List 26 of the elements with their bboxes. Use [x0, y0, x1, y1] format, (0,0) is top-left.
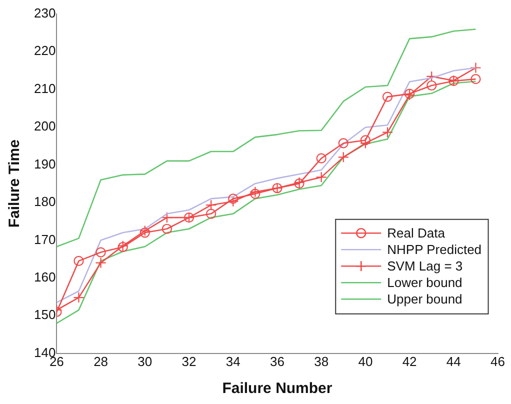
x-tick-label: 30	[138, 354, 152, 369]
y-tick-label: 160	[34, 270, 56, 285]
x-tick-label: 28	[94, 354, 108, 369]
x-tick-label: 44	[446, 354, 461, 369]
x-axis-title: Failure Number	[222, 380, 332, 398]
legend-label: Upper bound	[387, 292, 462, 307]
x-tick-label: 38	[314, 354, 329, 369]
x-tick-label: 36	[270, 354, 284, 369]
y-tick-label: 170	[34, 232, 56, 247]
legend-label: SVM Lag = 3	[387, 258, 463, 274]
legend-label: Real Data	[387, 226, 446, 241]
x-tick-label: 34	[226, 354, 240, 369]
legend-label: Lower bound	[387, 275, 462, 290]
y-tick-label: 180	[34, 194, 56, 210]
x-tick-label: 42	[402, 354, 417, 369]
y-axis-title: Failure Time	[6, 140, 24, 228]
x-tick-label: 46	[490, 354, 506, 369]
y-tick-label: 190	[34, 156, 56, 172]
x-tick-label: 32	[182, 354, 196, 369]
y-tick-label: 150	[34, 307, 56, 322]
legend-label: NHPP Predicted	[387, 242, 482, 258]
y-tick-label: 230	[34, 5, 56, 20]
y-tick-label: 200	[34, 118, 56, 134]
y-tick-label: 210	[34, 80, 56, 96]
y-tick-label: 220	[34, 43, 56, 58]
x-tick-label: 40	[358, 354, 373, 369]
